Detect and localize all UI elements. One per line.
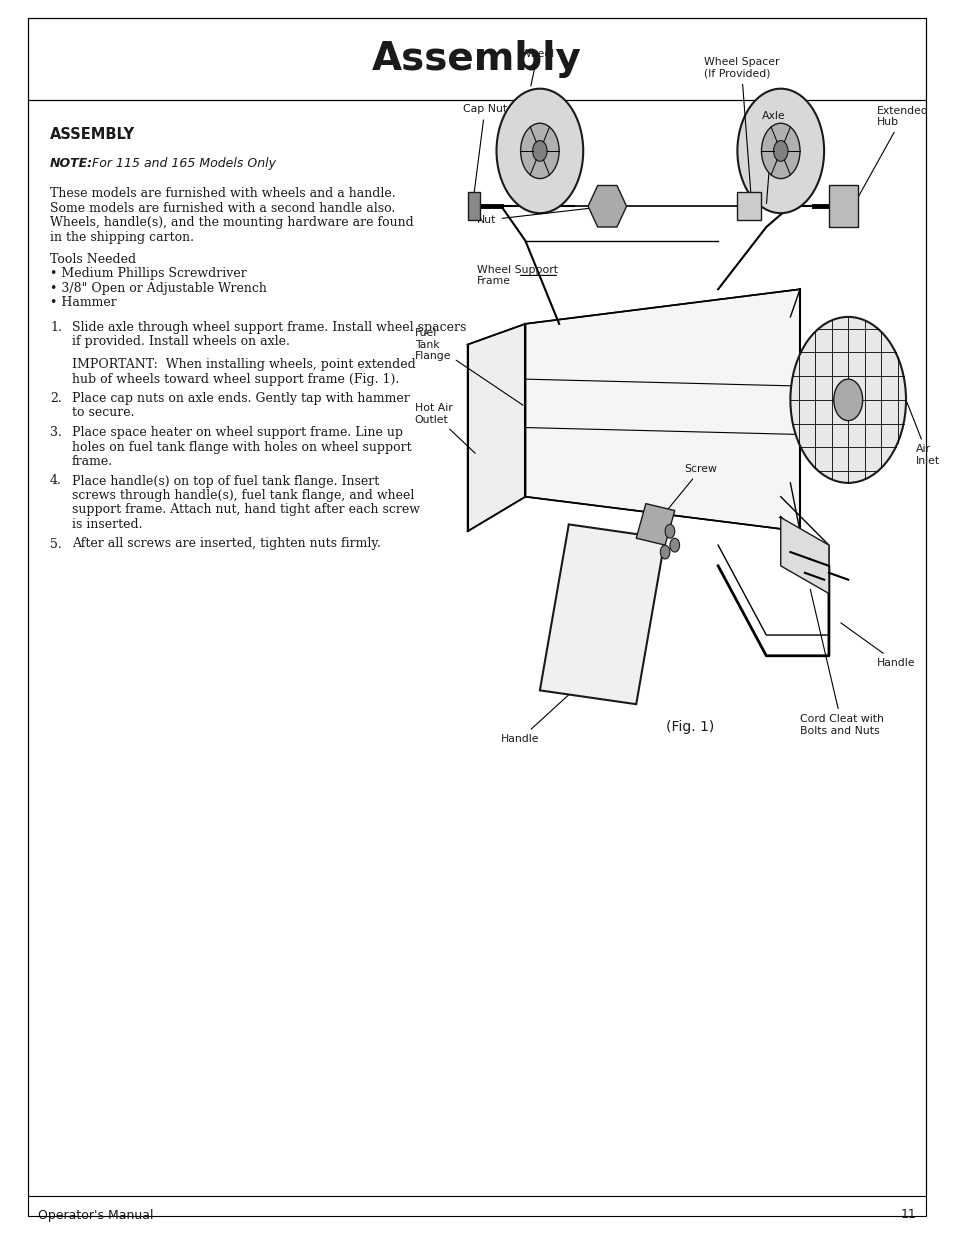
Text: 11: 11 bbox=[900, 1209, 915, 1221]
Circle shape bbox=[760, 124, 800, 179]
Text: holes on fuel tank flange with holes on wheel support: holes on fuel tank flange with holes on … bbox=[71, 441, 411, 453]
Bar bbox=[828, 185, 857, 227]
Text: Screw: Screw bbox=[657, 464, 717, 522]
Bar bbox=[28, 100, 925, 1195]
Text: These models are furnished with wheels and a handle.: These models are furnished with wheels a… bbox=[50, 186, 395, 200]
Text: ASSEMBLY: ASSEMBLY bbox=[50, 127, 135, 142]
Text: Tools Needed: Tools Needed bbox=[50, 253, 136, 266]
Text: 4.: 4. bbox=[50, 474, 62, 488]
Text: Place cap nuts on axle ends. Gently tap with hammer: Place cap nuts on axle ends. Gently tap … bbox=[71, 391, 410, 405]
Text: Cap Nut: Cap Nut bbox=[462, 105, 506, 204]
Polygon shape bbox=[587, 185, 626, 227]
Text: After all screws are inserted, tighten nuts firmly.: After all screws are inserted, tighten n… bbox=[71, 537, 380, 551]
Text: Assembly: Assembly bbox=[372, 40, 581, 78]
Text: Air
Inlet: Air Inlet bbox=[906, 403, 939, 466]
Text: Slide axle through wheel support frame. Install wheel spacers: Slide axle through wheel support frame. … bbox=[71, 321, 466, 333]
Polygon shape bbox=[539, 525, 664, 704]
Circle shape bbox=[789, 317, 905, 483]
Text: Wheel Support
Frame: Wheel Support Frame bbox=[476, 264, 558, 287]
Polygon shape bbox=[636, 504, 674, 545]
Bar bbox=[467, 193, 479, 220]
Circle shape bbox=[520, 124, 558, 179]
Circle shape bbox=[773, 141, 787, 162]
Text: Handle: Handle bbox=[500, 693, 571, 743]
Text: Wheel Spacer
(If Provided): Wheel Spacer (If Provided) bbox=[703, 57, 779, 204]
Bar bbox=[838, 193, 850, 220]
Text: Wheel: Wheel bbox=[520, 49, 554, 86]
Text: Wheels, handle(s), and the mounting hardware are found: Wheels, handle(s), and the mounting hard… bbox=[50, 216, 414, 228]
Text: is inserted.: is inserted. bbox=[71, 517, 142, 531]
Polygon shape bbox=[525, 289, 800, 531]
Circle shape bbox=[496, 89, 582, 214]
Text: in the shipping carton.: in the shipping carton. bbox=[50, 231, 193, 243]
Bar bbox=[737, 193, 760, 220]
Circle shape bbox=[669, 538, 679, 552]
Text: NOTE:: NOTE: bbox=[50, 157, 93, 170]
Text: Nut: Nut bbox=[476, 206, 604, 225]
Polygon shape bbox=[780, 517, 828, 594]
Text: if provided. Install wheels on axle.: if provided. Install wheels on axle. bbox=[71, 336, 290, 348]
Text: Fuel
Tank
Flange: Fuel Tank Flange bbox=[415, 329, 522, 405]
Text: • 3/8" Open or Adjustable Wrench: • 3/8" Open or Adjustable Wrench bbox=[50, 282, 267, 295]
Text: Axle: Axle bbox=[760, 111, 784, 204]
Text: to secure.: to secure. bbox=[71, 406, 134, 420]
Text: Place handle(s) on top of fuel tank flange. Insert: Place handle(s) on top of fuel tank flan… bbox=[71, 474, 379, 488]
Text: screws through handle(s), fuel tank flange, and wheel: screws through handle(s), fuel tank flan… bbox=[71, 489, 414, 501]
Text: Extended
Hub: Extended Hub bbox=[854, 105, 928, 204]
Text: Hot Air
Outlet: Hot Air Outlet bbox=[415, 403, 475, 453]
Bar bbox=[28, 19, 925, 100]
Text: support frame. Attach nut, hand tight after each screw: support frame. Attach nut, hand tight af… bbox=[71, 504, 419, 516]
Text: 2.: 2. bbox=[50, 391, 62, 405]
Text: Cord Cleat with
Bolts and Nuts: Cord Cleat with Bolts and Nuts bbox=[800, 589, 883, 736]
Polygon shape bbox=[467, 324, 525, 531]
Circle shape bbox=[833, 379, 862, 421]
Text: 1.: 1. bbox=[50, 321, 62, 333]
Circle shape bbox=[532, 141, 546, 162]
Text: 5.: 5. bbox=[50, 537, 62, 551]
Circle shape bbox=[659, 545, 669, 559]
Text: For 115 and 165 Models Only: For 115 and 165 Models Only bbox=[88, 157, 275, 170]
Text: (Fig. 1): (Fig. 1) bbox=[665, 720, 714, 734]
Text: IMPORTANT:  When installing wheels, point extended: IMPORTANT: When installing wheels, point… bbox=[71, 358, 416, 370]
Text: Some models are furnished with a second handle also.: Some models are furnished with a second … bbox=[50, 201, 395, 215]
Circle shape bbox=[664, 525, 674, 538]
Text: hub of wheels toward wheel support frame (Fig. 1).: hub of wheels toward wheel support frame… bbox=[71, 373, 399, 385]
Text: Handle: Handle bbox=[840, 622, 915, 668]
Text: Operator's Manual: Operator's Manual bbox=[38, 1209, 153, 1221]
Text: 3.: 3. bbox=[50, 426, 62, 438]
Circle shape bbox=[737, 89, 823, 214]
Text: frame.: frame. bbox=[71, 454, 113, 468]
Text: Place space heater on wheel support frame. Line up: Place space heater on wheel support fram… bbox=[71, 426, 402, 438]
Text: • Medium Phillips Screwdriver: • Medium Phillips Screwdriver bbox=[50, 268, 247, 280]
Text: • Hammer: • Hammer bbox=[50, 296, 116, 310]
